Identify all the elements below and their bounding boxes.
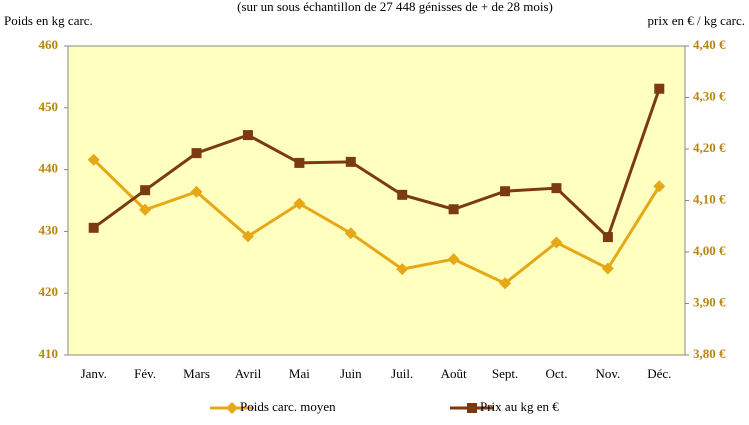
point [345, 156, 356, 167]
point [294, 157, 305, 168]
y2-tick-label: 3,90 € [693, 294, 726, 309]
x-tick-label: Nov. [595, 366, 620, 381]
y2-tick-label: 4,00 € [693, 243, 726, 258]
point [500, 186, 511, 197]
x-tick-label: Juin [340, 366, 362, 381]
point [467, 403, 477, 413]
point [140, 185, 151, 196]
y-tick-label: 460 [39, 37, 59, 52]
x-tick-label: Mai [289, 366, 310, 381]
x-tick-label: Juil. [391, 366, 413, 381]
point [654, 83, 665, 94]
point [241, 230, 254, 243]
y-tick-label: 420 [39, 284, 59, 299]
x-tick-label: Sept. [492, 366, 518, 381]
y2-tick-label: 4,30 € [693, 88, 726, 103]
chart-title: (sur un sous échantillon de 27 448 génis… [237, 0, 553, 14]
point [499, 277, 512, 290]
point [191, 148, 202, 159]
x-tick-label: Déc. [647, 366, 671, 381]
y2-tick-label: 4,10 € [693, 191, 726, 206]
series-line [92, 88, 661, 240]
series-line [92, 158, 661, 286]
point [602, 232, 613, 243]
point [396, 263, 409, 276]
x-tick-label: Mars [183, 366, 210, 381]
x-tick-label: Avril [235, 366, 262, 381]
point [293, 197, 306, 210]
y2-tick-label: 4,40 € [693, 37, 726, 52]
y-tick-label: 430 [39, 222, 59, 237]
y-tick-label: 410 [39, 346, 59, 361]
legend-label: Poids carc. moyen [240, 399, 336, 414]
legend-label: Prix au kg en € [480, 399, 559, 414]
point [190, 185, 203, 198]
x-tick-label: Août [441, 366, 467, 381]
point [242, 130, 253, 141]
x-tick-label: Oct. [545, 366, 567, 381]
plot-area [67, 45, 686, 356]
point [447, 253, 460, 266]
point [87, 153, 100, 166]
y2-axis-label: prix en € / kg carc. [648, 13, 745, 28]
x-tick-label: Janv. [81, 366, 107, 381]
point [344, 227, 357, 240]
point [550, 236, 563, 249]
y-tick-label: 440 [39, 161, 59, 176]
point [226, 402, 238, 414]
point [397, 189, 408, 200]
y-axis-label: Poids en kg carc. [4, 13, 93, 28]
point [551, 183, 562, 194]
point [88, 222, 99, 233]
y2-tick-label: 4,20 € [693, 140, 726, 155]
point [448, 204, 459, 215]
y-tick-label: 450 [39, 99, 59, 114]
point [653, 180, 666, 193]
point [601, 262, 614, 275]
y2-tick-label: 3,80 € [693, 346, 726, 361]
x-tick-label: Fév. [134, 366, 156, 381]
point [139, 203, 152, 216]
